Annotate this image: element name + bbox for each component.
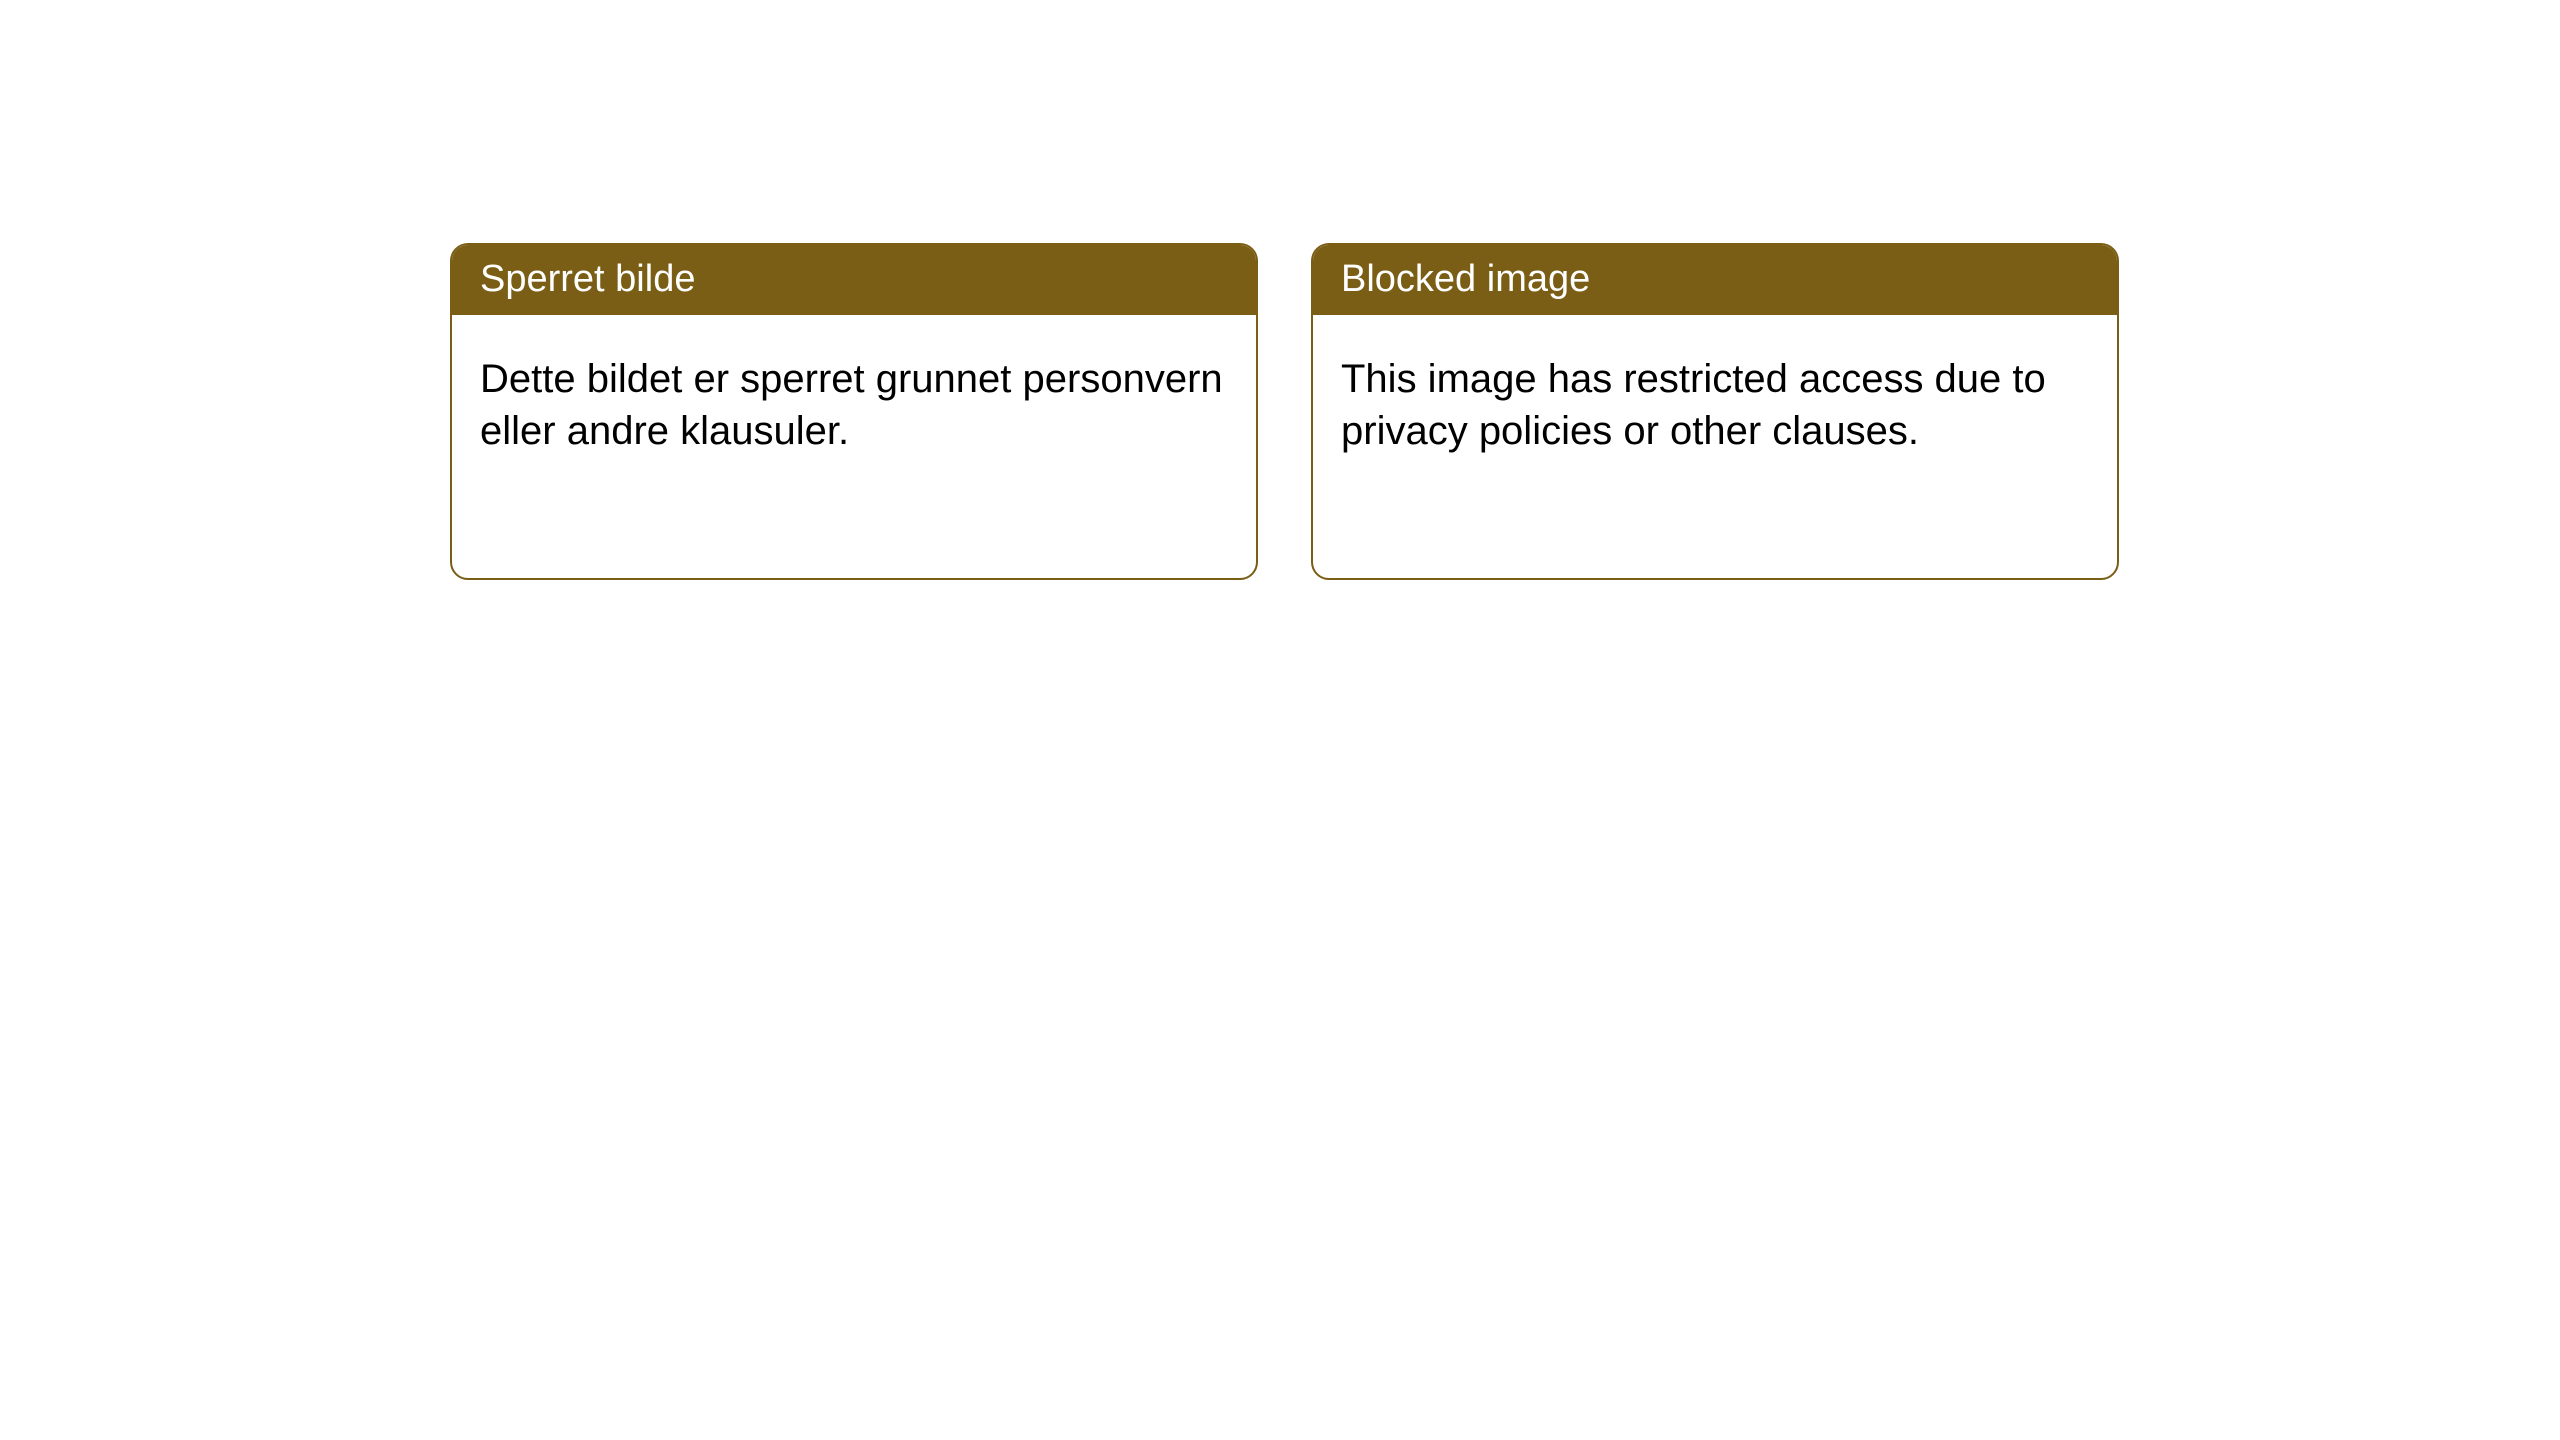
- notice-card-norwegian: Sperret bilde Dette bildet er sperret gr…: [450, 243, 1258, 580]
- card-header: Sperret bilde: [452, 245, 1256, 315]
- card-body: Dette bildet er sperret grunnet personve…: [452, 315, 1256, 481]
- notice-card-english: Blocked image This image has restricted …: [1311, 243, 2119, 580]
- card-title: Sperret bilde: [480, 258, 695, 300]
- card-body-text: This image has restricted access due to …: [1341, 357, 2046, 453]
- card-body: This image has restricted access due to …: [1313, 315, 2117, 481]
- card-body-text: Dette bildet er sperret grunnet personve…: [480, 357, 1223, 453]
- card-header: Blocked image: [1313, 245, 2117, 315]
- card-title: Blocked image: [1341, 258, 1590, 300]
- notice-container: Sperret bilde Dette bildet er sperret gr…: [450, 243, 2119, 580]
